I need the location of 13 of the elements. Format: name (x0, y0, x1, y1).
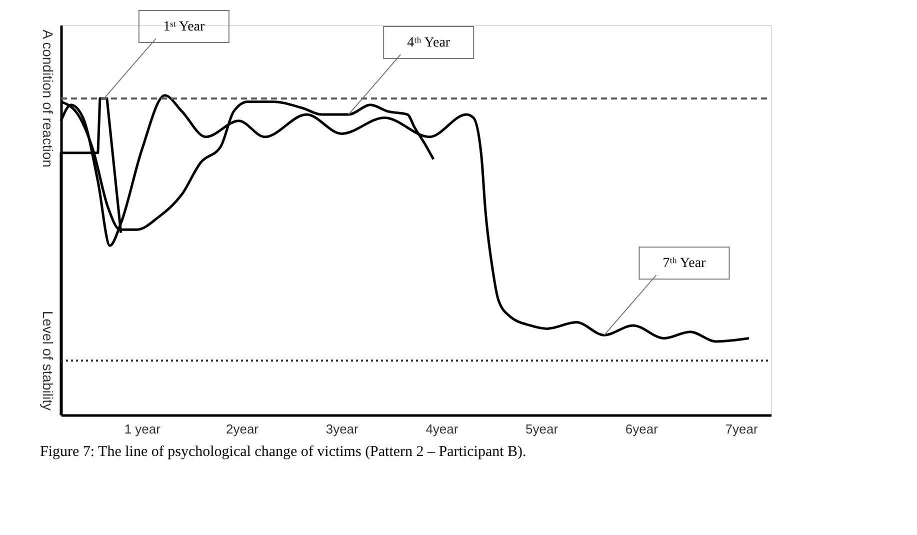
annotation: 1ˢᵗ Year (163, 20, 205, 35)
x-tick-label: 1 year (124, 422, 162, 436)
ref-line-label: Level of stability (40, 310, 56, 410)
caption: Figure 7: The line of psychological change of victims (Pattern 2 – Participant B). (40, 444, 526, 460)
annotation: 7ᵗʰ Year (662, 256, 706, 272)
x-tick-label: 3year (326, 422, 360, 436)
annotation: 4ᵗʰ Year (407, 36, 450, 51)
x-tick-label: 5year (526, 422, 559, 436)
x-tick-label: 7year (725, 422, 758, 436)
x-tick-label: 4year (426, 422, 459, 436)
x-tick-label: 6year (625, 422, 659, 436)
ref-line-label: A condition of reaction (40, 30, 56, 168)
x-tick-label: 2year (226, 422, 260, 436)
